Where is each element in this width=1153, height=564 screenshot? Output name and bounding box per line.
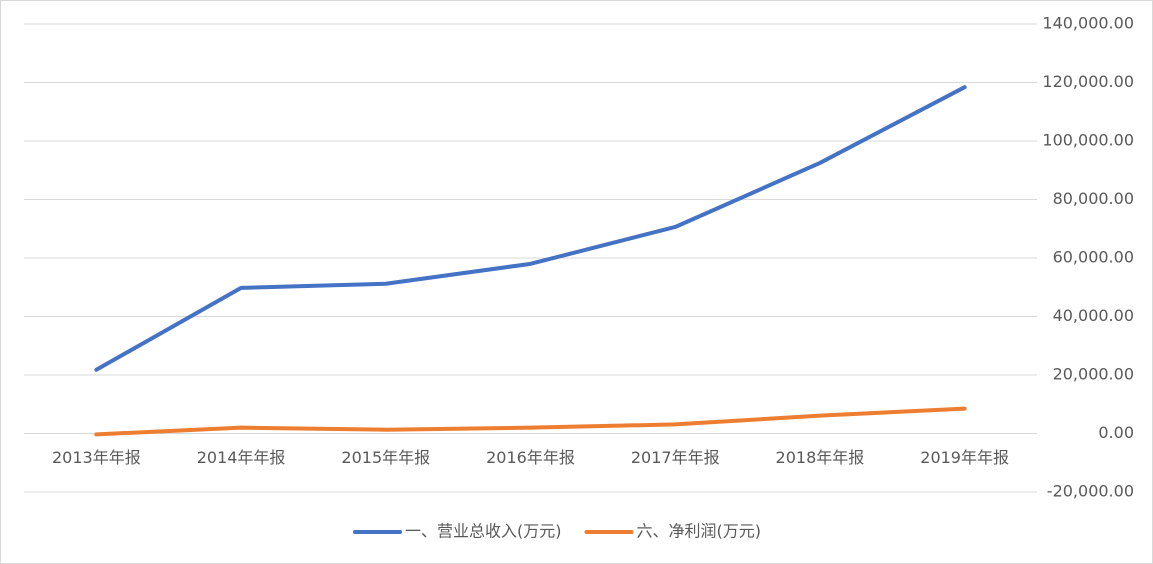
- y-tick-label: 40,000.00: [1053, 306, 1134, 325]
- line-series: [94, 406, 967, 437]
- legend-label: 六、净利润(万元): [637, 522, 762, 541]
- x-tick-label: 2017年年报: [631, 448, 720, 467]
- y-tick-label: 80,000.00: [1053, 189, 1134, 208]
- y-tick-label: 100,000.00: [1042, 131, 1134, 150]
- x-tick-label: 2015年年报: [341, 448, 430, 467]
- line-series: [94, 85, 967, 372]
- x-tick-label: 2014年年报: [197, 448, 286, 467]
- legend-label: 一、营业总收入(万元): [405, 522, 562, 541]
- x-tick-label: 2016年年报: [486, 448, 575, 467]
- x-tick-label: 2018年年报: [776, 448, 865, 467]
- x-tick-label: 2019年年报: [920, 448, 1009, 467]
- y-tick-label: 20,000.00: [1053, 365, 1134, 384]
- y-tick-label: -20,000.00: [1047, 482, 1134, 501]
- x-tick-label: 2013年年报: [52, 448, 141, 467]
- y-tick-label: 60,000.00: [1053, 248, 1134, 267]
- y-tick-label: 120,000.00: [1042, 72, 1134, 91]
- y-tick-label: 140,000.00: [1042, 14, 1134, 33]
- y-tick-label: 0.00: [1098, 423, 1134, 442]
